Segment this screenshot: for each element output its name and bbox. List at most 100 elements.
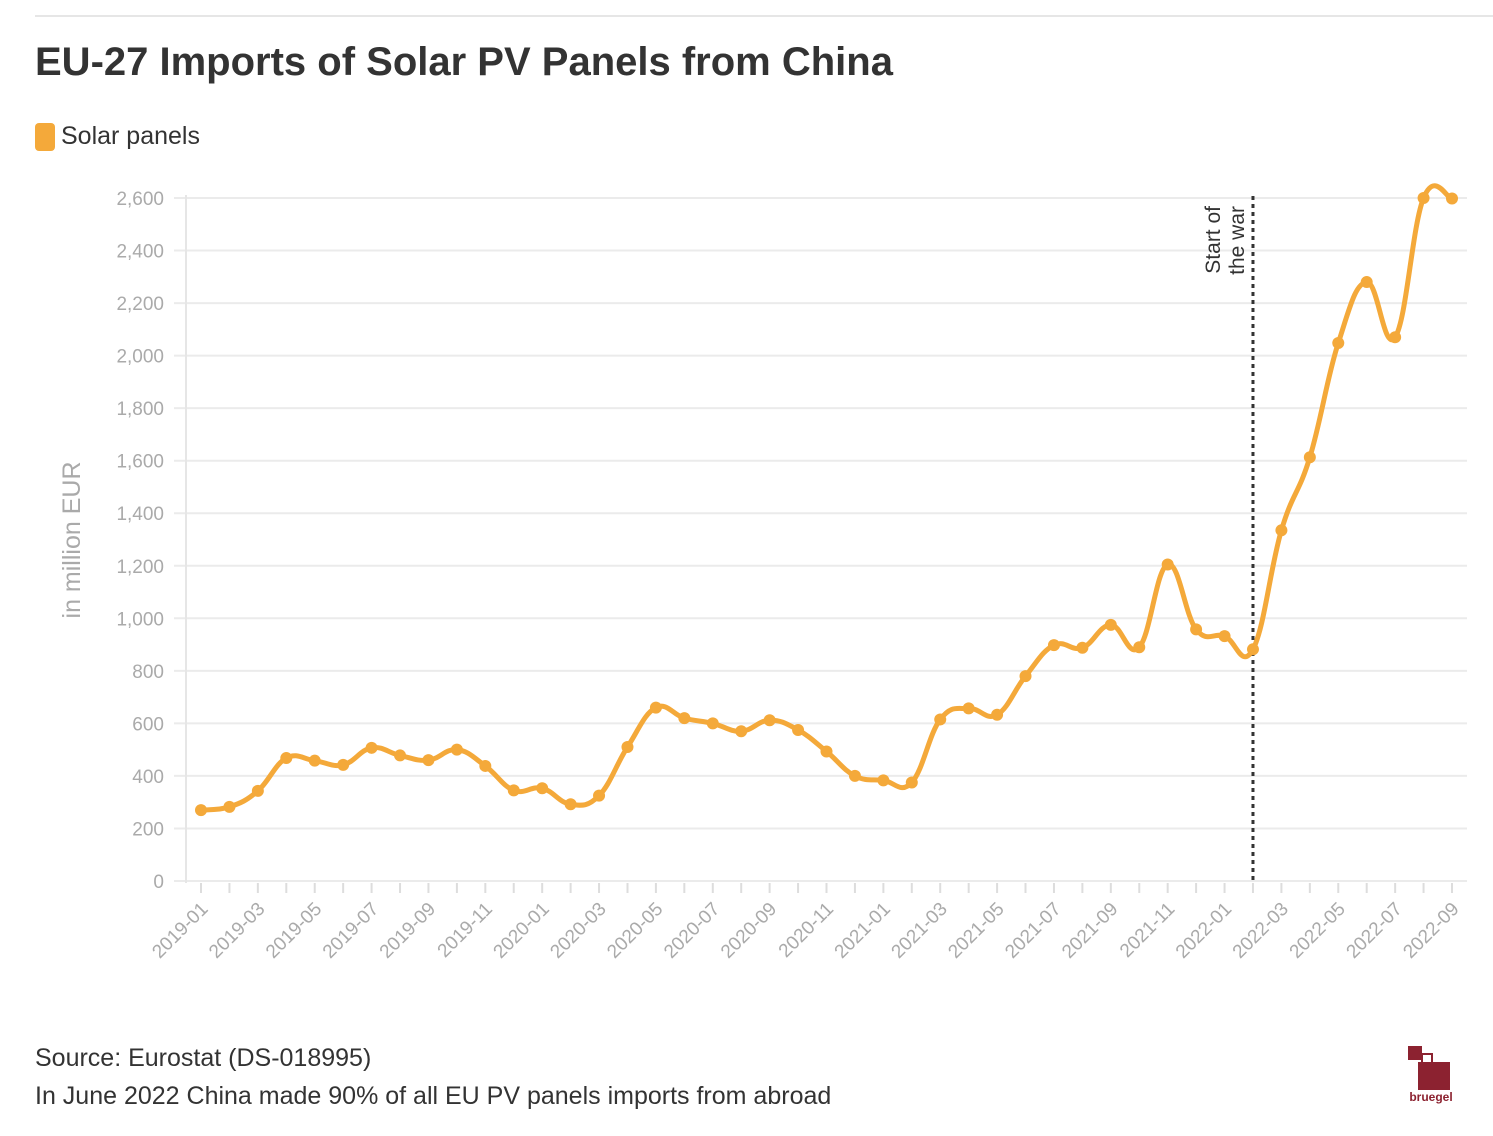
- y-tick-label: 0: [153, 872, 164, 893]
- data-point-2021-12: [1190, 623, 1203, 636]
- data-point-2019-02: [223, 800, 236, 813]
- data-point-2020-07: [706, 717, 719, 730]
- data-point-2020-12: [848, 769, 861, 782]
- data-point-2021-04: [962, 702, 975, 715]
- y-tick-label: 1,200: [116, 557, 164, 578]
- data-point-2022-05: [1332, 337, 1345, 350]
- data-point-2020-11: [820, 745, 833, 758]
- x-tick-label: 2020-09: [717, 899, 781, 963]
- y-tick-label: 200: [132, 819, 164, 840]
- data-point-2019-06: [337, 758, 350, 771]
- x-tick-label: 2022-05: [1286, 899, 1350, 963]
- legend: Solar panels: [35, 122, 200, 151]
- data-point-2020-08: [735, 725, 748, 738]
- data-point-2022-03: [1275, 524, 1288, 537]
- x-tick-label: 2019-09: [376, 899, 440, 963]
- data-point-2021-05: [991, 708, 1004, 721]
- data-point-2020-04: [621, 741, 634, 754]
- x-tick-label: 2019-07: [319, 899, 383, 963]
- data-point-2021-10: [1133, 641, 1146, 654]
- x-tick-label: 2019-01: [148, 899, 212, 963]
- war-annotation-line2: the war: [1226, 206, 1249, 275]
- data-point-2019-10: [450, 743, 463, 756]
- data-point-2019-05: [308, 754, 321, 767]
- data-point-2021-02: [905, 776, 918, 789]
- data-point-2020-01: [536, 782, 549, 795]
- data-point-2021-01: [877, 774, 890, 787]
- data-point-2019-08: [394, 749, 407, 762]
- data-point-2020-03: [593, 789, 606, 802]
- top-rule: [35, 15, 1493, 17]
- gridlines: [174, 197, 1467, 882]
- data-point-2020-05: [649, 701, 662, 714]
- x-axis-ticks: 2019-012019-032019-052019-072019-092019-…: [148, 883, 1464, 963]
- x-tick-label: 2022-09: [1399, 899, 1463, 963]
- x-tick-label: 2021-05: [944, 899, 1008, 963]
- data-point-2022-06: [1360, 276, 1373, 289]
- y-tick-label: 800: [132, 662, 164, 683]
- x-tick-label: 2020-07: [660, 899, 724, 963]
- series-line-solar-panels: [198, 183, 1455, 813]
- x-tick-label: 2021-07: [1001, 899, 1065, 963]
- legend-label: Solar panels: [61, 122, 200, 150]
- data-point-2019-01: [195, 804, 207, 817]
- line-chart: 0 200 400 600 800 1,000 1,200 1,400 1,600 1,800 2,…: [58, 183, 1467, 963]
- data-point-2021-03: [934, 713, 947, 726]
- data-point-2021-11: [1161, 558, 1174, 571]
- chart-title: EU-27 Imports of Solar PV Panels from Ch…: [35, 40, 893, 84]
- data-point-2019-04: [280, 752, 293, 765]
- x-tick-label: 2019-03: [205, 899, 269, 963]
- data-point-2020-06: [678, 712, 691, 725]
- legend-swatch: [35, 122, 55, 151]
- data-point-2019-09: [422, 754, 435, 767]
- data-point-2022-02: [1246, 643, 1259, 656]
- y-tick-label: 1,600: [116, 452, 164, 473]
- x-tick-label: 2019-05: [262, 899, 326, 963]
- x-tick-label: 2022-03: [1229, 899, 1293, 963]
- data-point-2019-03: [251, 784, 264, 797]
- data-point-2022-07: [1389, 331, 1402, 344]
- bruegel-logo-text: bruegel: [1409, 1090, 1453, 1104]
- x-tick-label: 2022-07: [1343, 899, 1407, 963]
- x-tick-label: 2021-01: [831, 899, 895, 963]
- x-tick-label: 2021-11: [1116, 899, 1179, 962]
- y-tick-label: 1,800: [116, 399, 164, 420]
- y-tick-label: 400: [132, 767, 164, 788]
- data-point-2019-07: [365, 741, 378, 754]
- data-point-2019-12: [507, 784, 520, 797]
- data-point-2022-08: [1417, 192, 1430, 204]
- data-point-2022-09: [1446, 192, 1458, 205]
- x-tick-label: 2021-03: [888, 899, 952, 963]
- y-tick-label: 600: [132, 714, 164, 735]
- data-point-2020-09: [763, 714, 776, 727]
- footer-source: Source: Eurostat (DS-018995): [35, 1044, 372, 1072]
- data-point-2020-02: [564, 798, 577, 811]
- data-point-2021-08: [1076, 641, 1089, 654]
- footer-note: In June 2022 China made 90% of all EU PV…: [35, 1082, 832, 1110]
- data-point-2022-04: [1303, 451, 1316, 464]
- y-tick-label: 2,200: [116, 294, 164, 315]
- data-point-2021-06: [1019, 670, 1032, 683]
- x-tick-label: 2019-11: [434, 899, 497, 962]
- bruegel-logo-icon: [1408, 1046, 1450, 1090]
- y-axis-tick-labels: 0 200 400 600 800 1,000 1,200 1,400 1,600 1,800 2,…: [116, 189, 164, 893]
- data-point-2019-11: [479, 759, 492, 772]
- y-axis-label: in million EUR: [58, 462, 86, 619]
- x-tick-label: 2020-05: [603, 899, 667, 963]
- x-tick-label: 2020-01: [490, 899, 554, 963]
- data-point-2020-10: [792, 723, 805, 736]
- y-tick-label: 2,600: [116, 189, 164, 210]
- y-tick-label: 2,400: [116, 242, 164, 263]
- x-tick-label: 2020-11: [775, 899, 838, 962]
- data-point-2021-07: [1047, 639, 1060, 652]
- war-annotation-line1: Start of: [1202, 206, 1225, 274]
- data-point-2022-01: [1218, 630, 1231, 643]
- data-point-2021-09: [1104, 618, 1117, 631]
- x-tick-label: 2022-01: [1172, 899, 1236, 963]
- data-points: [195, 192, 1458, 817]
- y-tick-label: 2,000: [116, 347, 164, 368]
- x-tick-label: 2021-09: [1058, 899, 1122, 963]
- x-tick-label: 2020-03: [546, 899, 610, 963]
- y-tick-label: 1,000: [116, 609, 164, 630]
- y-tick-label: 1,400: [116, 504, 164, 525]
